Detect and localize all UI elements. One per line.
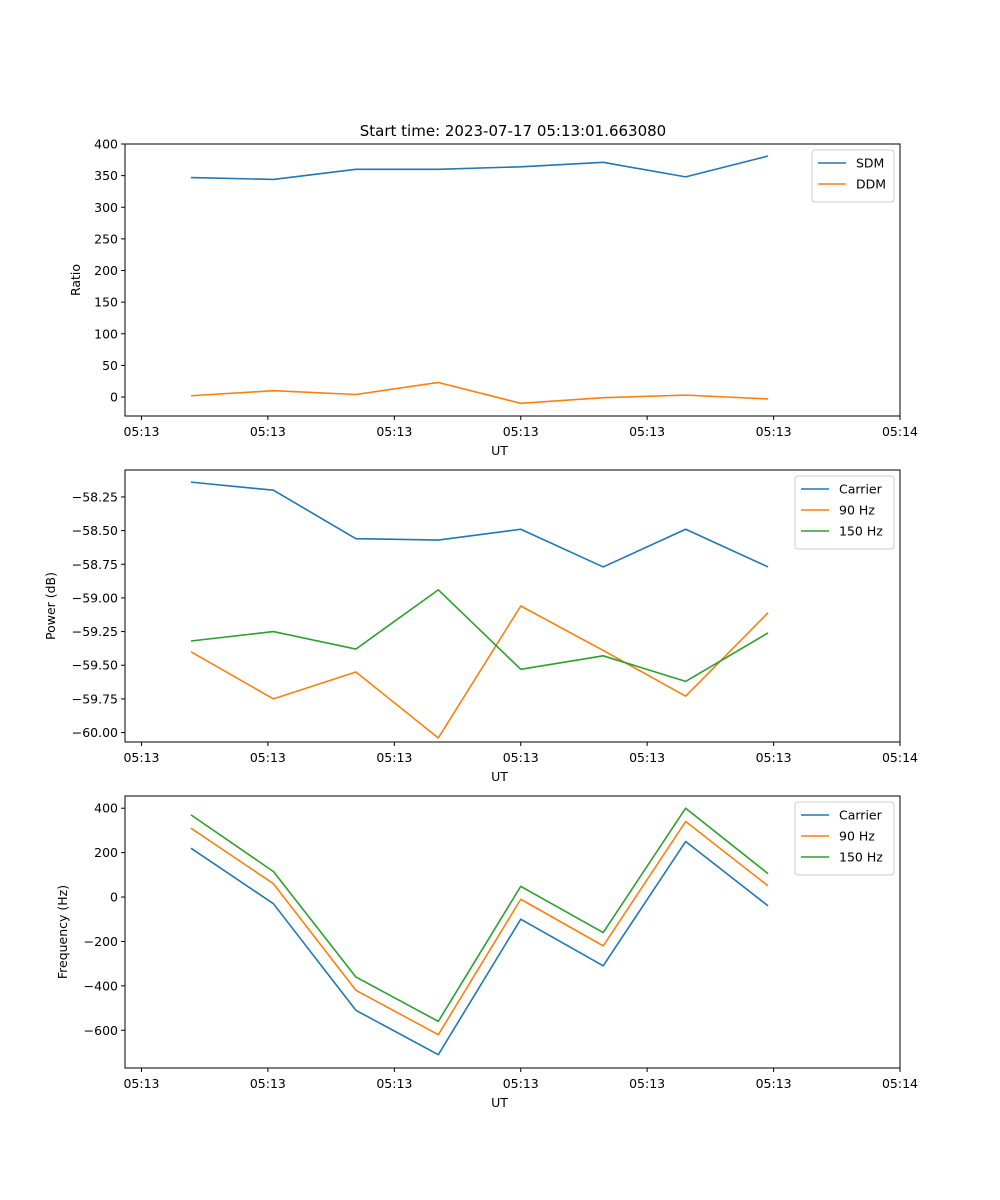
legend-label: Carrier [839, 482, 883, 497]
y-tick-label: 0 [110, 390, 118, 405]
legend: SDM DDM [811, 149, 895, 203]
subplot-2: −60.00 −59.75 −59.50 −59.25 −59.00 −58.75 −58.… [43, 469, 918, 784]
x-tick-label: 05:13 [503, 1076, 539, 1091]
series-line-carrier [190, 840, 769, 1056]
series-line-ddm [190, 381, 769, 405]
y-tick-label: 150 [94, 295, 118, 310]
x-tick-label: 05:13 [123, 424, 159, 439]
plot-frame [124, 795, 901, 1069]
x-axis-label: UT [491, 443, 508, 458]
x-tick-label: 05:13 [629, 1076, 665, 1091]
chart-title: Start time: 2023-07-17 05:13:01.663080 [360, 122, 666, 140]
y-tick-label: −600 [84, 1023, 118, 1038]
x-tick-label: 05:13 [250, 750, 286, 765]
x-tick-label: 05:13 [376, 424, 412, 439]
x-tick-label: 05:13 [123, 1076, 159, 1091]
x-axis-label: UT [491, 1095, 508, 1110]
x-axis-label: UT [491, 769, 508, 784]
y-tick-label: 200 [94, 263, 118, 278]
x-tick-label: 05:14 [882, 750, 918, 765]
legend-label: 90 Hz [839, 503, 875, 518]
y-tick-label: −58.75 [72, 557, 118, 572]
y-tick-label: 0 [110, 890, 118, 905]
x-tick-label: 05:13 [756, 424, 792, 439]
y-tick-label: −58.50 [72, 523, 118, 538]
y-tick-label: −59.75 [72, 691, 118, 706]
y-axis-label: Power (dB) [43, 572, 58, 640]
x-tick-label: 05:13 [250, 1076, 286, 1091]
x-tick-label: 05:13 [756, 750, 792, 765]
x-tick-label: 05:13 [123, 750, 159, 765]
subplot-1: 0 50 100 150 200 250 300 350 400 05:13 05:13 05:13 0… [68, 137, 918, 459]
y-tick-label: 50 [102, 358, 118, 373]
x-tick-label: 05:13 [503, 750, 539, 765]
legend-label: 150 Hz [839, 524, 883, 539]
x-tick-label: 05:13 [376, 750, 412, 765]
x-tick-label: 05:13 [629, 424, 665, 439]
series-line-sdm [190, 155, 769, 181]
x-tick-label: 05:13 [376, 1076, 412, 1091]
plot-frame [124, 469, 901, 743]
legend-label: 150 Hz [839, 850, 883, 865]
x-tick-label: 05:13 [756, 1076, 792, 1091]
series-line-150-hz [190, 589, 769, 683]
legend: Carrier 90 Hz 150 Hz [794, 475, 895, 550]
series-line-90-hz [190, 820, 769, 1036]
series-line-90-hz [190, 605, 769, 739]
y-axis-label: Ratio [68, 264, 83, 296]
y-tick-label: 350 [94, 168, 118, 183]
y-tick-label: −59.25 [72, 624, 118, 639]
y-tick-label: −400 [84, 978, 118, 993]
y-tick-label: 400 [94, 137, 118, 152]
legend: Carrier 90 Hz 150 Hz [794, 801, 895, 876]
legend-label: DDM [856, 177, 886, 192]
y-tick-label: 100 [94, 326, 118, 341]
subplot-3: −600 −400 −200 0 200 400 05:13 05:13 05:13 05:13 0… [55, 795, 918, 1110]
legend-label: 90 Hz [839, 829, 875, 844]
y-tick-label: 250 [94, 231, 118, 246]
series-line-carrier [190, 481, 769, 568]
y-tick-label: −59.00 [72, 590, 118, 605]
y-tick-label: 200 [94, 845, 118, 860]
legend-label: Carrier [839, 808, 883, 823]
y-tick-label: −200 [84, 934, 118, 949]
x-tick-label: 05:13 [250, 424, 286, 439]
y-tick-label: 400 [94, 801, 118, 816]
y-tick-label: 300 [94, 200, 118, 215]
x-tick-label: 05:13 [503, 424, 539, 439]
y-axis-label: Frequency (Hz) [55, 885, 70, 979]
x-tick-label: 05:14 [882, 1076, 918, 1091]
y-tick-label: −60.00 [72, 725, 118, 740]
y-tick-label: −58.25 [72, 489, 118, 504]
legend-label: SDM [856, 156, 884, 171]
series-line-150-hz [190, 807, 769, 1023]
y-tick-label: −59.50 [72, 658, 118, 673]
x-tick-label: 05:13 [629, 750, 665, 765]
plot-frame [124, 143, 901, 417]
x-tick-label: 05:14 [882, 424, 918, 439]
